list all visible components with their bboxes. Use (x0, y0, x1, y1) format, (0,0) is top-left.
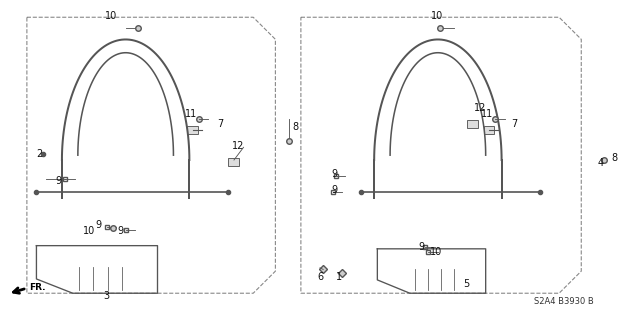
Text: 10: 10 (83, 226, 96, 236)
Text: 7: 7 (217, 118, 223, 129)
Text: 9: 9 (332, 169, 337, 179)
Text: S2A4 B3930 B: S2A4 B3930 B (534, 297, 594, 306)
Text: 9: 9 (56, 176, 61, 186)
Text: 11: 11 (481, 109, 493, 119)
Text: 7: 7 (511, 118, 517, 129)
Text: 2: 2 (36, 149, 43, 159)
Text: FR.: FR. (29, 283, 46, 292)
Text: 11: 11 (186, 109, 198, 119)
Text: 10: 10 (429, 247, 442, 257)
Text: 9: 9 (332, 185, 337, 195)
Text: 1: 1 (336, 272, 342, 282)
Text: 10: 10 (431, 11, 443, 21)
Text: 5: 5 (463, 279, 470, 289)
Text: 8: 8 (612, 153, 618, 164)
Text: 8: 8 (292, 122, 298, 132)
Text: 9: 9 (96, 220, 102, 230)
Text: 9: 9 (419, 242, 425, 252)
Bar (228, 158, 239, 166)
Text: 4: 4 (597, 158, 604, 168)
Text: 9: 9 (117, 226, 124, 236)
Text: 12: 12 (474, 103, 486, 113)
Text: 12: 12 (232, 141, 244, 151)
Bar (467, 120, 478, 128)
Text: 6: 6 (317, 272, 323, 282)
Text: 3: 3 (104, 292, 109, 301)
Text: 10: 10 (105, 11, 117, 21)
Bar (188, 126, 198, 134)
Bar (484, 126, 494, 134)
